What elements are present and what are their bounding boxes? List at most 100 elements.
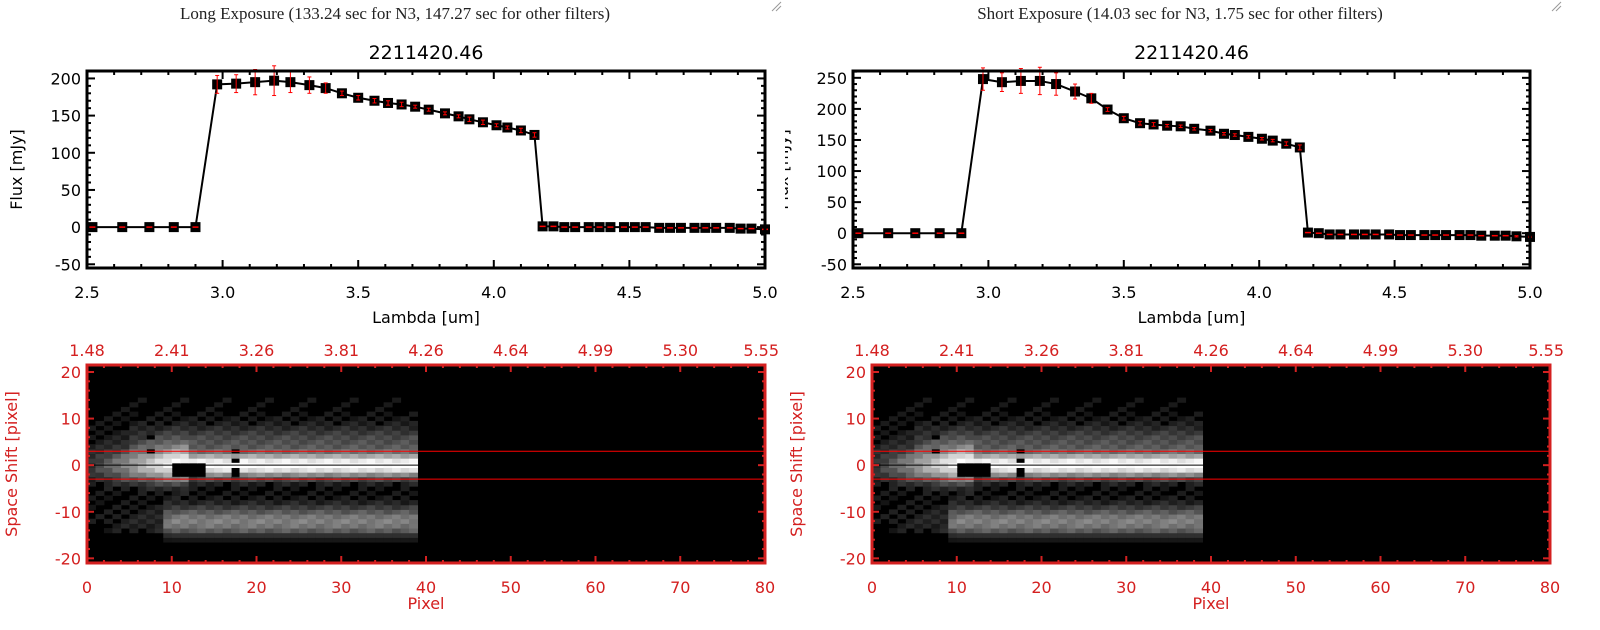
- image-pixel: [1041, 425, 1051, 431]
- image-pixel: [298, 420, 308, 427]
- image-pixel: [1024, 532, 1034, 538]
- resize-grip-icon[interactable]: [1550, 0, 1562, 12]
- image-pixel: [222, 420, 232, 427]
- image-pixel: [1143, 532, 1153, 538]
- y-tick-label: 0: [856, 456, 866, 475]
- image-pixel: [163, 537, 173, 543]
- image-pixel: [358, 500, 368, 506]
- image-pixel: [315, 495, 325, 501]
- image-pixel: [129, 420, 139, 427]
- image-pixel: [154, 472, 164, 478]
- image-pixel: [341, 467, 351, 473]
- image-pixel: [248, 532, 257, 538]
- image-pixel: [897, 411, 907, 417]
- image-pixel: [290, 434, 300, 441]
- image-pixel: [939, 420, 949, 427]
- image-pixel: [1083, 425, 1093, 431]
- image-pixel: [163, 453, 173, 459]
- image-pixel: [256, 537, 266, 543]
- image-pixel: [982, 458, 992, 464]
- image-pixel: [154, 481, 164, 487]
- image-pixel: [112, 490, 122, 496]
- image-pixel: [888, 434, 898, 441]
- y-tick-label: 200: [816, 100, 847, 119]
- image-pixel: [1041, 532, 1051, 538]
- image-pixel: [358, 504, 368, 510]
- image-pixel: [332, 532, 342, 538]
- image-pixel: [256, 523, 266, 529]
- image-pixel: [154, 523, 164, 529]
- image-pixel: [171, 420, 181, 427]
- image-pixel: [1092, 430, 1102, 436]
- image-pixel: [939, 434, 949, 441]
- image-pixel: [239, 509, 249, 515]
- image-pixel: [129, 411, 139, 417]
- image-pixel: [205, 416, 215, 422]
- image-pixel: [400, 425, 410, 431]
- image-pixel: [358, 420, 368, 427]
- image-pixel: [341, 402, 351, 408]
- short-exposure-figure: 2211420.462.5 3.0 3.5 4.0 4.5 5.0-50050100150…: [785, 42, 1564, 613]
- image-pixel: [154, 458, 164, 464]
- image-pixel: [999, 481, 1009, 487]
- image-pixel: [956, 495, 966, 501]
- image-pixel: [281, 458, 291, 464]
- y-tick-label: 20: [846, 363, 866, 382]
- image-pixel: [95, 458, 105, 464]
- image-pixel: [880, 500, 890, 506]
- image-pixel: [154, 518, 164, 524]
- image-frame: [870, 363, 1552, 565]
- image-pixel: [1083, 500, 1093, 506]
- image-pixel: [264, 425, 274, 431]
- image-pixel: [214, 458, 224, 464]
- image-pixel: [163, 467, 173, 473]
- image-pixel: [990, 472, 1000, 478]
- image-pixel: [307, 416, 317, 422]
- image-pixel: [171, 425, 181, 431]
- image-pixel: [409, 444, 419, 450]
- image-pixel: [990, 532, 1000, 538]
- image-pixel: [205, 430, 215, 436]
- image-pixel: [273, 518, 283, 524]
- image-pixel: [112, 472, 122, 478]
- image-pixel: [1033, 481, 1042, 487]
- plot-frame: [851, 69, 1532, 270]
- image-pixel: [332, 444, 342, 450]
- image-pixel: [171, 434, 181, 441]
- image-pixel: [1117, 509, 1127, 515]
- image-pixel: [922, 481, 932, 487]
- resize-grip-icon[interactable]: [770, 0, 782, 12]
- image-pixel: [1177, 439, 1187, 445]
- image-pixel: [171, 495, 181, 501]
- image-pixel: [188, 537, 198, 543]
- image-pixel: [281, 537, 291, 543]
- image-pixel: [948, 528, 958, 534]
- image-pixel: [956, 458, 966, 464]
- image-pixel: [1134, 504, 1144, 510]
- image-pixel: [290, 528, 300, 534]
- image-pixel: [1117, 430, 1127, 436]
- image-pixel: [120, 472, 130, 478]
- top-tick-label: 2.41: [939, 341, 975, 360]
- image-pixel: [1049, 444, 1059, 450]
- image-pixel: [956, 486, 966, 492]
- image-pixel: [205, 481, 215, 487]
- image-pixel: [1185, 504, 1195, 510]
- image-pixel: [914, 504, 924, 510]
- image-pixel: [375, 523, 385, 529]
- image-pixel: [1049, 434, 1059, 441]
- image-pixel: [188, 425, 198, 431]
- image-pixel: [264, 523, 274, 529]
- image-pixel: [281, 509, 291, 515]
- image-pixel: [281, 472, 291, 478]
- image-pixel: [239, 472, 249, 478]
- image-pixel: [1177, 490, 1187, 496]
- image-pixel: [990, 486, 1000, 492]
- image-pixel: [409, 425, 419, 431]
- image-pixel: [264, 434, 274, 441]
- image-pixel: [1117, 523, 1127, 529]
- image-pixel: [137, 518, 147, 524]
- image-pixel: [1117, 458, 1127, 464]
- image-pixel: [180, 500, 190, 506]
- image-pixel: [1049, 518, 1059, 524]
